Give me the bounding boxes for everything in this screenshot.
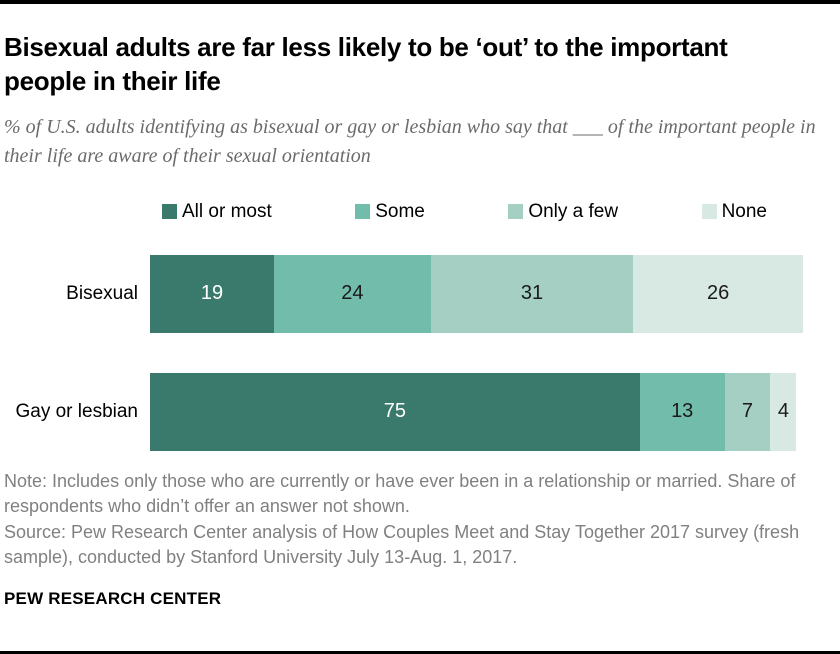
chart-card: Bisexual adults are far less likely to b…	[4, 32, 836, 608]
bar-value-label: 7	[741, 400, 754, 423]
bar-track: 75 13 7 4	[150, 372, 803, 451]
bar-segment: 7	[724, 372, 771, 451]
legend-item: Only a few	[508, 201, 618, 223]
page-title: Bisexual adults are far less likely to b…	[4, 32, 728, 97]
source-text: Source: Pew Research Center analysis of …	[4, 521, 800, 568]
bar-value-label: 19	[200, 282, 224, 305]
bar-segment: 13	[639, 372, 725, 451]
bar-segment: 75	[150, 372, 640, 451]
legend-swatch	[355, 204, 371, 220]
top-divider	[0, 0, 840, 4]
bar-segment: 24	[274, 254, 431, 333]
category-label: Gay or lesbian	[15, 400, 138, 422]
bar-track: 19 24 31 26	[150, 254, 803, 333]
legend-item: All or most	[162, 201, 272, 223]
bar-value-label: 31	[520, 282, 544, 305]
bar-value-label: 26	[706, 282, 730, 305]
legend: All or most Some Only a few None	[162, 201, 815, 223]
chart-row: Bisexual 19 24 31 26	[4, 254, 836, 333]
bar-value-label: 13	[671, 400, 694, 423]
bar-segment: 26	[633, 254, 803, 333]
bar-segment: 4	[770, 372, 797, 451]
bar-value-label: 75	[383, 400, 406, 423]
chart-notes: Note: Includes only those who are curren…	[4, 469, 824, 571]
stacked-bar-chart: Bisexual 19 24 31 26 Gay or lesbian 75 13 7 4	[4, 254, 836, 451]
legend-swatch	[162, 204, 177, 220]
legend-swatch	[701, 204, 717, 220]
legend-swatch	[508, 204, 524, 220]
legend-item: Some	[355, 201, 425, 223]
bar-value-label: 24	[341, 282, 364, 305]
pew-research-center-logo: PEW RESEARCH CENTER	[4, 588, 222, 608]
chart-rows: Bisexual 19 24 31 26 Gay or lesbian 75 13 7 4	[4, 254, 836, 451]
bottom-divider	[0, 651, 840, 654]
note-text: Note: Includes only those who are curren…	[4, 470, 796, 517]
bar-value-label: 4	[777, 400, 789, 423]
legend-label: Some	[375, 200, 425, 222]
bar-segment: 31	[430, 254, 634, 333]
legend-label: All or most	[182, 200, 272, 222]
category-label: Bisexual	[66, 282, 138, 304]
chart-row: Gay or lesbian 75 13 7 4	[4, 372, 836, 451]
legend-item: None	[701, 200, 767, 223]
chart-subtitle: % of U.S. adults identifying as bisexual…	[4, 115, 816, 167]
legend-label: Only a few	[528, 200, 619, 222]
legend-label: None	[721, 200, 767, 222]
bar-segment: 19	[150, 254, 275, 333]
